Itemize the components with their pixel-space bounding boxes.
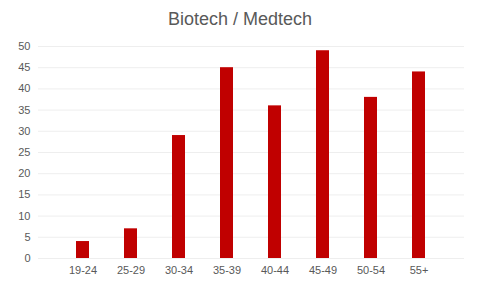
svg-text:25-29: 25-29 <box>117 264 145 276</box>
svg-text:35-39: 35-39 <box>213 264 241 276</box>
svg-text:0: 0 <box>24 252 30 264</box>
svg-text:19-24: 19-24 <box>69 264 97 276</box>
svg-text:20: 20 <box>18 167 30 179</box>
svg-text:30-34: 30-34 <box>165 264 193 276</box>
svg-text:50: 50 <box>18 40 30 52</box>
svg-text:25: 25 <box>18 146 30 158</box>
svg-text:10: 10 <box>18 210 30 222</box>
svg-text:45-49: 45-49 <box>309 264 337 276</box>
svg-text:30: 30 <box>18 125 30 137</box>
svg-text:40-44: 40-44 <box>261 264 289 276</box>
svg-text:5: 5 <box>24 231 30 243</box>
svg-text:15: 15 <box>18 188 30 200</box>
svg-text:50-54: 50-54 <box>357 264 385 276</box>
svg-text:45: 45 <box>18 61 30 73</box>
svg-text:40: 40 <box>18 82 30 94</box>
html-text:Biotech / Medtech: Biotech / Medtech <box>168 9 312 29</box>
svg-text:35: 35 <box>18 104 30 116</box>
svg-text:55+: 55+ <box>410 264 429 276</box>
